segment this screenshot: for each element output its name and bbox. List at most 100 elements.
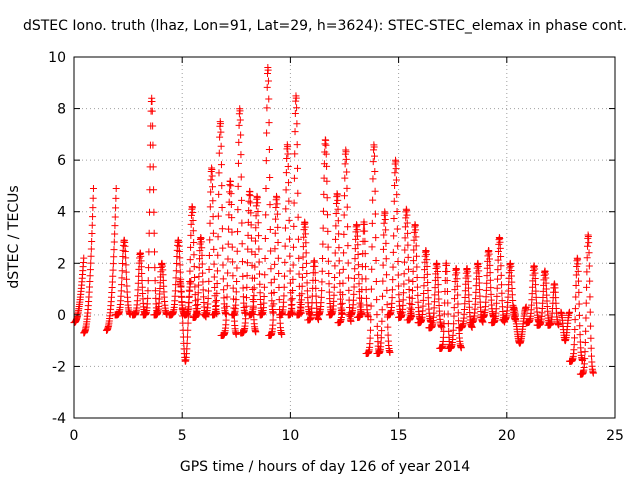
data-point [430,298,438,306]
data-point [123,282,131,290]
data-point [409,267,417,275]
data-point [424,294,432,302]
data-point [286,252,294,260]
data-point [285,216,293,224]
data-point [413,252,421,260]
data-point [390,197,398,205]
data-point [208,166,216,174]
data-point [122,268,130,276]
data-point [204,294,212,302]
data-point [298,282,306,290]
data-point [251,263,259,271]
data-point [382,255,390,263]
data-point [123,275,131,283]
data-point [384,323,392,331]
data-point [498,289,506,297]
data-point [409,277,417,285]
y-tick-label: -2 [52,359,66,375]
data-point [88,237,96,245]
data-point [137,263,145,271]
data-point [266,225,274,233]
data-point [400,289,408,297]
data-point [444,310,452,318]
data-point [189,216,197,224]
data-point [267,279,275,287]
data-point [274,223,282,231]
data-point [389,263,397,271]
data-point [464,284,472,292]
data-point [266,201,274,209]
data-point [370,152,378,160]
data-point [265,95,273,103]
data-point [251,250,259,258]
data-point [270,275,278,283]
data-point [340,249,348,257]
data-point [273,210,281,218]
data-point [246,192,254,200]
data-point [572,293,580,301]
data-point [290,222,298,230]
data-point [238,258,246,266]
data-point [531,275,539,283]
data-point [434,268,442,276]
data-point [227,190,235,198]
data-point [229,258,237,266]
data-point [88,221,96,229]
data-point [138,277,146,285]
data-point [225,188,233,196]
data-point [208,183,216,191]
data-point [205,277,213,285]
data-point [198,251,206,259]
data-point [215,149,223,157]
data-point [320,190,328,198]
data-point [472,295,480,303]
data-point [493,292,501,300]
data-point [443,267,451,275]
data-point [178,298,186,306]
data-point [497,252,505,260]
data-point [413,274,421,282]
data-point [391,182,399,190]
data-point [111,213,119,221]
data-point [286,279,294,287]
data-point [373,311,381,319]
data-point [255,232,263,240]
data-point [361,237,369,245]
data-point [494,275,502,283]
data-point [303,270,311,278]
data-point [242,309,250,317]
data-point [434,288,442,296]
data-point [583,268,591,276]
data-point [383,286,391,294]
data-point [234,228,242,236]
data-point [261,271,269,279]
data-point [148,98,156,106]
data-point [582,299,590,307]
data-point [420,282,428,290]
data-point [254,207,262,215]
data-point [334,196,342,204]
data-point [89,204,97,212]
data-point [138,283,146,291]
data-point [454,300,462,308]
data-point [222,316,230,324]
data-point [243,259,251,267]
data-point [332,200,340,208]
data-point [250,298,258,306]
data-point [522,303,530,311]
data-point [331,249,339,257]
data-point [285,197,293,205]
data-point [185,286,193,294]
data-point [382,226,390,234]
data-point [303,287,311,295]
data-point [404,253,412,261]
data-point [293,120,301,128]
data-point [355,271,363,279]
data-point [189,209,197,217]
data-point [272,204,280,212]
data-point [199,269,207,277]
data-point [214,233,222,241]
data-point [294,189,302,197]
data-point [332,235,340,243]
y-tick-label: 4 [57,205,66,221]
